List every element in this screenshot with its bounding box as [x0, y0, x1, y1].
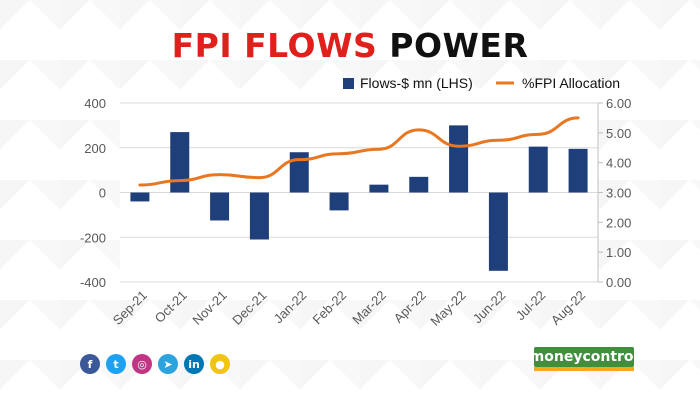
- legend-swatch-flows: [343, 78, 354, 89]
- facebook-icon[interactable]: f: [80, 354, 100, 374]
- flow-bar: [409, 176, 429, 193]
- left-axis-tick-label: -400: [80, 275, 106, 290]
- right-axis-tick-label: 6.00: [606, 96, 631, 111]
- x-axis-tick-label: Nov-21: [189, 288, 229, 328]
- flow-bar: [568, 148, 588, 193]
- x-axis-tick-label: Aug-22: [548, 288, 588, 328]
- x-axis-tick-label: Feb-22: [309, 288, 349, 328]
- brand-logo-underline: [534, 367, 634, 371]
- instagram-icon[interactable]: ◎: [132, 354, 152, 374]
- telegram-icon[interactable]: ➤: [158, 354, 178, 374]
- right-axis-tick-label: 2.00: [606, 215, 631, 230]
- flow-bar: [488, 192, 508, 271]
- flow-bar: [329, 192, 349, 211]
- flow-bar: [170, 132, 190, 193]
- left-axis-tick-label: -200: [80, 230, 106, 245]
- left-axis-tick-label: 200: [84, 141, 106, 156]
- right-axis-tick-label: 3.00: [606, 186, 631, 201]
- brand-logo[interactable]: moneycontrol: [529, 347, 639, 367]
- social-icons: f t ◎ ➤ in ●: [80, 354, 230, 374]
- koo-icon[interactable]: ●: [210, 354, 230, 374]
- right-axis-tick-label: 1.00: [606, 245, 631, 260]
- x-axis-tick-label: Oct-21: [152, 288, 190, 326]
- flow-bar: [369, 184, 389, 193]
- x-axis-tick-label: Sep-21: [110, 288, 150, 328]
- x-axis-tick-label: Dec-21: [229, 288, 269, 328]
- twitter-icon[interactable]: t: [106, 354, 126, 374]
- right-axis-tick-label: 0.00: [606, 275, 631, 290]
- right-axis-tick-label: 4.00: [606, 156, 631, 171]
- title-part-2: POWER: [389, 26, 529, 65]
- x-axis-tick-label: Apr-22: [391, 288, 429, 326]
- x-axis-tick-label: May-22: [427, 288, 468, 329]
- right-axis-tick-label: 5.00: [606, 126, 631, 141]
- left-axis-tick-label: 0: [99, 186, 106, 201]
- title-part-1: FPI FLOWS: [171, 26, 378, 65]
- flow-bar: [289, 152, 309, 193]
- linkedin-icon[interactable]: in: [184, 354, 204, 374]
- flow-bar: [210, 192, 230, 221]
- flow-bar: [449, 125, 469, 193]
- flow-bar: [130, 192, 150, 202]
- x-axis-tick-label: Jul-22: [513, 288, 549, 324]
- x-axis-tick-label: Jan-22: [271, 288, 310, 327]
- x-axis-tick-label: Mar-22: [349, 288, 389, 328]
- legend-label-allocation: %FPI Allocation: [522, 75, 620, 91]
- chart-title: FPI FLOWS POWER: [0, 26, 700, 65]
- legend-label-flows: Flows-$ mn (LHS): [360, 75, 473, 91]
- fpi-allocation-line: [138, 116, 580, 187]
- flow-bar: [249, 192, 269, 240]
- x-axis-tick-label: Jun-22: [470, 288, 509, 327]
- left-axis-tick-label: 400: [84, 96, 106, 111]
- flow-bar: [528, 146, 548, 193]
